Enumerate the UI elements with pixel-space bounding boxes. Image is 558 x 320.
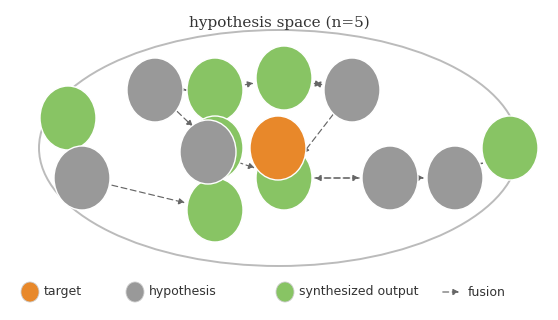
Text: hypothesis space (n=5): hypothesis space (n=5) [189,16,369,30]
Ellipse shape [362,146,418,210]
Ellipse shape [21,282,39,302]
Ellipse shape [54,146,110,210]
Ellipse shape [187,178,243,242]
Ellipse shape [482,116,538,180]
Ellipse shape [127,58,183,122]
Ellipse shape [250,116,306,180]
Text: target: target [44,285,82,299]
Ellipse shape [256,46,312,110]
Ellipse shape [324,58,380,122]
Text: hypothesis: hypothesis [149,285,217,299]
Ellipse shape [180,120,236,184]
Ellipse shape [427,146,483,210]
Ellipse shape [187,58,243,122]
Ellipse shape [126,282,144,302]
Ellipse shape [40,86,96,150]
Text: synthesized output: synthesized output [299,285,418,299]
Ellipse shape [276,282,294,302]
Text: fusion: fusion [468,285,506,299]
Ellipse shape [256,146,312,210]
Ellipse shape [187,116,243,180]
